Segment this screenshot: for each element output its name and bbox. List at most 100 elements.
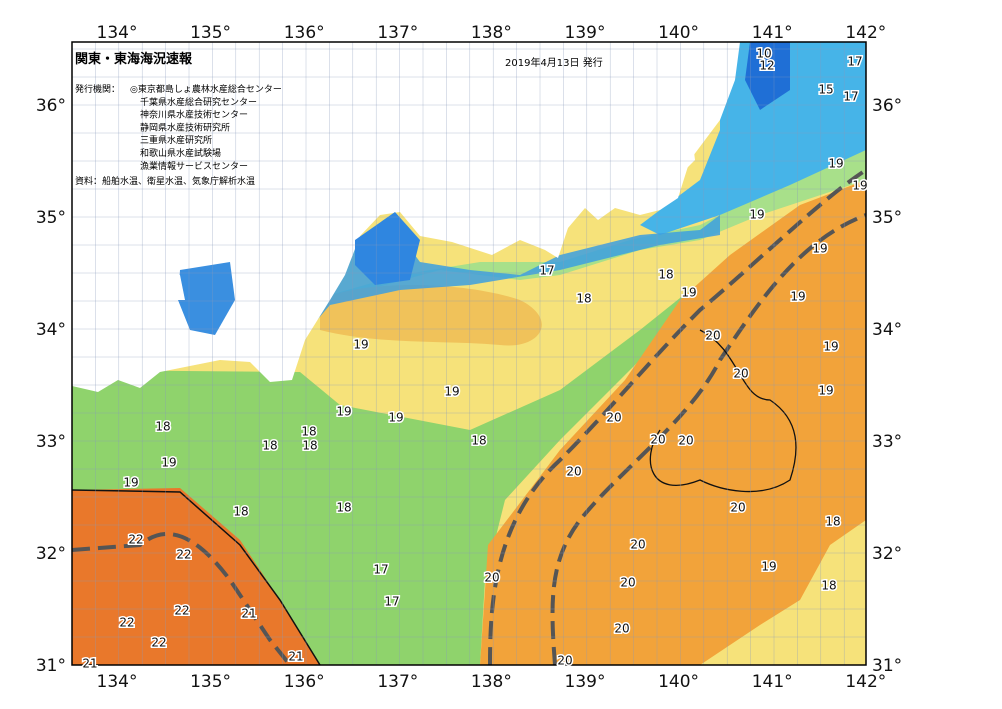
longitude-label-bottom: 135° [190, 672, 231, 692]
osaka-bay [178, 262, 235, 335]
contour-label: 15 [818, 83, 833, 97]
contour-label: 18 [821, 579, 836, 593]
contour-label: 19 [790, 290, 805, 304]
latitude-label-right: 31° [872, 656, 902, 676]
contour-label: 18 [301, 425, 316, 439]
contour-label: 21 [241, 607, 256, 621]
sea-warm-patch [320, 285, 542, 346]
ise-bay [355, 212, 420, 285]
map-frame [71, 41, 867, 666]
axes: 134° 134° 135° 135° 136° 136° 137° 137° 138° 138°… [36, 23, 902, 692]
kuroshio-axis-east [550, 213, 866, 665]
contour-label: 20 [557, 654, 572, 668]
contour-label: 20 [733, 367, 748, 381]
contour-label: 22 [151, 636, 166, 650]
contour-label: 12 [759, 59, 774, 73]
latitude-label-right: 32° [872, 544, 902, 564]
sea-blue-northeast [640, 42, 866, 235]
contour-label: 19 [444, 385, 459, 399]
longitude-label-top: 137° [377, 23, 418, 43]
contour-label: 22 [128, 533, 143, 547]
contour-label: 19 [823, 340, 838, 354]
latitude-label-left: 33° [36, 432, 66, 452]
issuer: 和歌山県水産試験場 [140, 147, 221, 159]
contour-label: 18 [825, 515, 840, 529]
issuer: 三重県水産研究所 [140, 134, 212, 146]
longitude-label-bottom: 134° [97, 672, 138, 692]
contour-label: 17 [384, 595, 399, 609]
contour-label: 20 [630, 538, 645, 552]
issuer: 静岡県水産技術研究所 [140, 121, 230, 133]
latitude-label-right: 33° [872, 432, 902, 452]
contour-label: 17 [373, 563, 388, 577]
contour-label: 19 [852, 179, 867, 193]
contour-label: 18 [658, 268, 673, 282]
sea-orange-southwest [72, 488, 320, 665]
longitude-label-bottom: 136° [284, 672, 325, 692]
issuers: ◎東京都島しょ農林水産総合センター千葉県水産総合研究センター神奈川県水産技術セン… [130, 83, 282, 172]
latitude-label-right: 35° [872, 208, 902, 228]
contour-label: 20 [566, 465, 581, 479]
contour-label: 22 [174, 604, 189, 618]
contour-label: 10 [756, 47, 771, 61]
issuer: 漁業情報サービスセンター [140, 160, 248, 172]
contour-label: 18 [155, 420, 170, 434]
contour-label: 20 [484, 571, 499, 585]
contour-label: 19 [336, 405, 351, 419]
contour-label: 18 [233, 505, 248, 519]
longitude-label-top: 136° [284, 23, 325, 43]
longitude-label-bottom: 137° [377, 672, 418, 692]
contour-label: 19 [161, 456, 176, 470]
longitude-label-bottom: 138° [471, 672, 512, 692]
contour-label: 18 [262, 439, 277, 453]
latitude-label-left: 34° [36, 320, 66, 340]
issuer: 千葉県水産総合研究センター [140, 96, 257, 108]
longitude-label-bottom: 142° [845, 672, 886, 692]
contour-label: 20 [730, 501, 745, 515]
contour-label: 19 [388, 411, 403, 425]
longitude-label-top: 135° [190, 23, 231, 43]
contour-20 [649, 329, 797, 493]
contour-label: 19 [812, 242, 827, 256]
longitude-label-bottom: 141° [752, 672, 793, 692]
longitude-label-top: 140° [658, 23, 699, 43]
title: 関東・東海海況速報 [75, 51, 193, 67]
contour-21 [72, 489, 321, 665]
sources: 資料：船舶水温、衛星水温、気象庁解析水温 [75, 175, 255, 187]
kuroshio-axis [488, 168, 866, 665]
latitude-label-left: 32° [36, 544, 66, 564]
latitude-label-right: 36° [872, 96, 902, 116]
longitude-label-top: 134° [97, 23, 138, 43]
longitude-label-top: 139° [565, 23, 606, 43]
longitude-label-bottom: 140° [658, 672, 699, 692]
contour-label: 17 [539, 264, 554, 278]
issuer: 神奈川県水産技術センター [140, 109, 248, 121]
contour-label: 19 [749, 208, 764, 222]
contour-label: 20 [650, 433, 665, 447]
issuer: ◎東京都島しょ農林水産総合センター [130, 83, 282, 95]
sea-deep-blue [745, 42, 790, 110]
contour-label: 18 [576, 292, 591, 306]
longitude-label-top: 141° [752, 23, 793, 43]
map-area [72, 42, 866, 665]
latitude-label-right: 34° [872, 320, 902, 340]
contour-label: 20 [620, 576, 635, 590]
contour-label: 20 [606, 411, 621, 425]
latitude-label-left: 36° [36, 96, 66, 116]
date: 2019年4月13日 発行 [505, 56, 603, 69]
contour-label: 21 [288, 650, 303, 664]
contour-label: 18 [471, 434, 486, 448]
contour-label: 18 [302, 439, 317, 453]
contour-label: 19 [353, 338, 368, 352]
longitude-label-top: 138° [471, 23, 512, 43]
contour-label: 18 [336, 501, 351, 515]
contour-label: 20 [705, 329, 720, 343]
contour-label: 17 [847, 55, 862, 69]
longitude-label-bottom: 139° [565, 672, 606, 692]
contour-label: 19 [828, 157, 843, 171]
grid [72, 42, 866, 665]
contour-label: 17 [843, 90, 858, 104]
contour-label: 19 [681, 286, 696, 300]
contour-label: 19 [761, 560, 776, 574]
